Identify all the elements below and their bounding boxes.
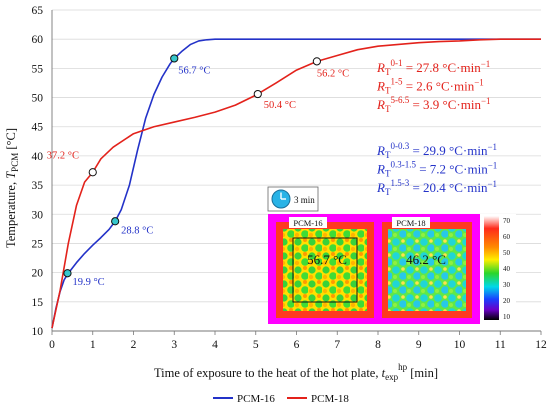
- legend-label-pcm-16: PCM-16: [237, 393, 275, 405]
- marker-labels: 19.9 °C 28.8 °C 56.7 °C 37.2 °C 50.4 °C 56.2 …: [47, 65, 349, 288]
- y-tick-label-45: 45: [32, 122, 44, 134]
- rate-red-line-2: RT5-6.5 = 3.9 °C·min−1: [376, 95, 491, 114]
- x-tick-label-9: 9: [416, 339, 422, 351]
- panel-label-pcm16: PCM-16: [293, 218, 322, 228]
- colorbar-tick-60: 60: [503, 233, 511, 241]
- marker-pcm-18-3: [88, 168, 97, 177]
- panel-value-pcm16: 56.7 °C: [307, 252, 347, 267]
- y-tick-label-15: 15: [32, 297, 44, 309]
- colorbar-tick-labels: 70 60 50 40 30 20 10: [503, 217, 511, 321]
- colorbar-tick-70: 70: [503, 217, 511, 225]
- measurement-frame-pcm16: [292, 237, 358, 303]
- y-tick-label-65: 65: [32, 5, 44, 17]
- y-tick-label-20: 20: [32, 268, 44, 280]
- panel-value-pcm18: 46.2 °C: [406, 252, 446, 267]
- x-tick-labels: 0 1 2 3 4 5 6 7 8 9 10 11 12: [49, 339, 547, 351]
- x-tick-label-12: 12: [535, 339, 547, 351]
- series-line-pcm-16: [51, 38, 541, 329]
- x-tick-label-1: 1: [90, 339, 96, 351]
- panel-label-box-pcm16: [289, 217, 327, 228]
- rate-blue-line-2: RT1.5-3 = 20.4 °C·min−1: [376, 178, 497, 197]
- panel-label-pcm18: PCM-18: [396, 218, 425, 228]
- colorbar-tick-40: 40: [503, 265, 511, 273]
- x-tick-label-11: 11: [495, 339, 506, 351]
- marker-label-1: 28.8 °C: [121, 225, 153, 236]
- marker-pcm-16-0: [63, 269, 72, 278]
- panel-label-box-pcm18: [392, 217, 430, 228]
- marker-pcm-16-1: [111, 217, 120, 226]
- marker-label-4: 50.4 °C: [264, 100, 296, 111]
- marker-label-3: 37.2 °C: [47, 150, 79, 161]
- colorbar-tick-30: 30: [503, 281, 511, 289]
- colorbar-tick-10: 10: [503, 313, 511, 321]
- data-markers: [63, 54, 321, 278]
- colorbar: [484, 216, 499, 320]
- x-tick-label-7: 7: [334, 339, 340, 351]
- y-tick-label-55: 55: [32, 63, 44, 75]
- colorbar-tick-20: 20: [503, 297, 511, 305]
- timer-label: 3 min: [294, 195, 315, 205]
- rate-blue-line-0: RT0-0.3 = 29.9 °C·min−1: [376, 141, 497, 160]
- x-tick-label-6: 6: [294, 339, 300, 351]
- marker-label-2: 56.7 °C: [178, 65, 210, 76]
- y-tick-label-10: 10: [32, 326, 44, 338]
- legend-label-pcm-18: PCM-18: [311, 393, 349, 405]
- y-tick-label-35: 35: [32, 180, 44, 192]
- axes: [51, 10, 542, 335]
- y-tick-label-50: 50: [32, 93, 44, 105]
- x-tick-label-0: 0: [49, 339, 55, 351]
- thermal-texture-pcm18: [388, 229, 466, 311]
- y-tick-label-40: 40: [32, 151, 44, 163]
- y-tick-labels: 10 15 20 25 30 35 40 45 50 55 60 65: [32, 5, 44, 338]
- x-tick-label-4: 4: [212, 339, 218, 351]
- y-tick-label-60: 60: [32, 34, 44, 46]
- marker-label-0: 19.9 °C: [72, 277, 104, 288]
- marker-label-5: 56.2 °C: [317, 68, 349, 79]
- marker-pcm-16-2: [170, 54, 179, 63]
- rate-blue-line-1: RT0.3-1.5 = 7.2 °C·min−1: [376, 160, 497, 179]
- x-tick-label-5: 5: [253, 339, 259, 351]
- y-tick-label-30: 30: [32, 209, 44, 221]
- x-tick-label-10: 10: [454, 339, 466, 351]
- thermal-texture-pcm16: [283, 229, 367, 311]
- timer-badge: 3 min: [267, 186, 319, 212]
- marker-pcm-18-4: [253, 89, 262, 99]
- legend: PCM-16 PCM-18: [213, 393, 349, 405]
- x-tick-label-8: 8: [375, 339, 381, 351]
- y-axis-label: Temperature, TPCM [°C]: [4, 128, 20, 248]
- marker-pcm-18-5: [312, 57, 321, 66]
- y-tick-label-25: 25: [32, 238, 44, 250]
- x-tick-label-3: 3: [171, 339, 177, 351]
- x-axis-label: Time of exposure to the heat of the hot …: [154, 362, 438, 382]
- thermal-image-inset: PCM-16 56.7 °C PCM-18 46.2 °C 70 60 50 40 30…: [268, 214, 516, 324]
- rate-red-line-0: RT0-1 = 27.8 °C·min−1: [376, 58, 490, 77]
- x-tick-label-2: 2: [131, 339, 137, 351]
- colorbar-tick-50: 50: [503, 249, 511, 257]
- rate-red-line-1: RT1-5 = 2.6 °C·min−1: [376, 77, 484, 96]
